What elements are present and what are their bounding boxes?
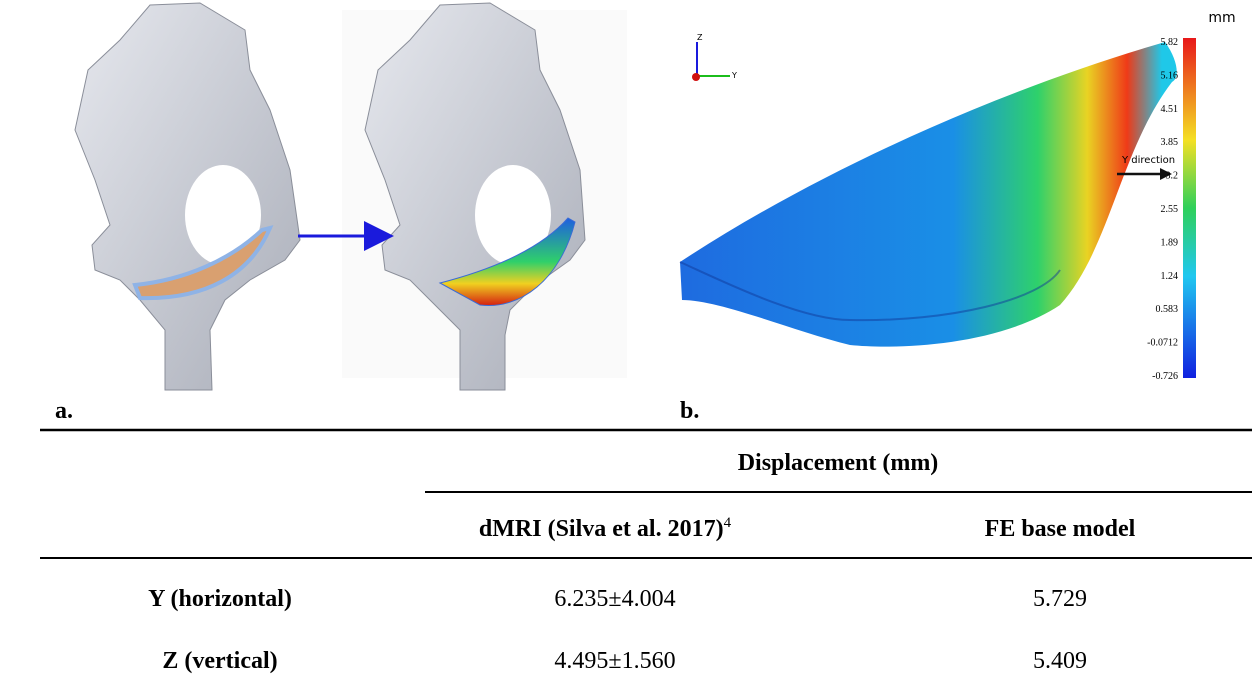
direction-label: Y direction <box>1121 155 1175 166</box>
colorbar-tick-label: 0.583 <box>1156 304 1179 315</box>
colorbar-tick-label: 4.51 <box>1161 104 1179 115</box>
page: a. Z Y Y direction mm 5.82 5.16 4.51 3.85 3.… <box>0 0 1252 686</box>
axis-label: Z <box>697 33 703 42</box>
column-header-text: dMRI (Silva et al. 2017) <box>479 516 724 542</box>
colorbar-tick-label: 5.82 <box>1161 37 1179 48</box>
cell: 5.409 <box>1033 648 1087 674</box>
cell: 4.495±1.560 <box>554 648 675 674</box>
panel-label: a. <box>55 398 73 424</box>
cell: 6.235±4.004 <box>554 586 675 612</box>
group-header: Displacement (mm) <box>738 450 939 476</box>
axis-label: Y <box>731 71 737 80</box>
colorbar-tick-label: 2.55 <box>1161 204 1179 215</box>
superscript: 4 <box>724 515 732 531</box>
row-header: Y (horizontal) <box>148 586 292 612</box>
colorbar-tick-label: 1.89 <box>1161 237 1179 248</box>
colorbar-tick-label: 1.24 <box>1161 271 1179 282</box>
colorbar <box>1183 38 1196 378</box>
colorbar-tick-label: 3.85 <box>1161 137 1179 148</box>
figure: a. Z Y Y direction mm 5.82 5.16 4.51 3.85 3.… <box>0 0 1252 686</box>
colorbar-unit: mm <box>1208 10 1235 26</box>
colorbar-tick-label: 3.2 <box>1166 171 1179 182</box>
cell: 5.729 <box>1033 586 1087 612</box>
colorbar-tick-label: -0.0712 <box>1147 338 1178 349</box>
colorbar-tick-label: -0.726 <box>1152 371 1178 382</box>
panel-label: b. <box>680 398 699 424</box>
column-header: FE base model <box>985 516 1136 542</box>
column-header: dMRI (Silva et al. 2017)4 <box>479 515 732 542</box>
model <box>680 42 1177 347</box>
origin <box>692 73 700 81</box>
row-header: Z (vertical) <box>162 648 277 674</box>
colorbar-tick-label: 5.16 <box>1161 70 1179 81</box>
pelvis-left <box>75 3 300 390</box>
